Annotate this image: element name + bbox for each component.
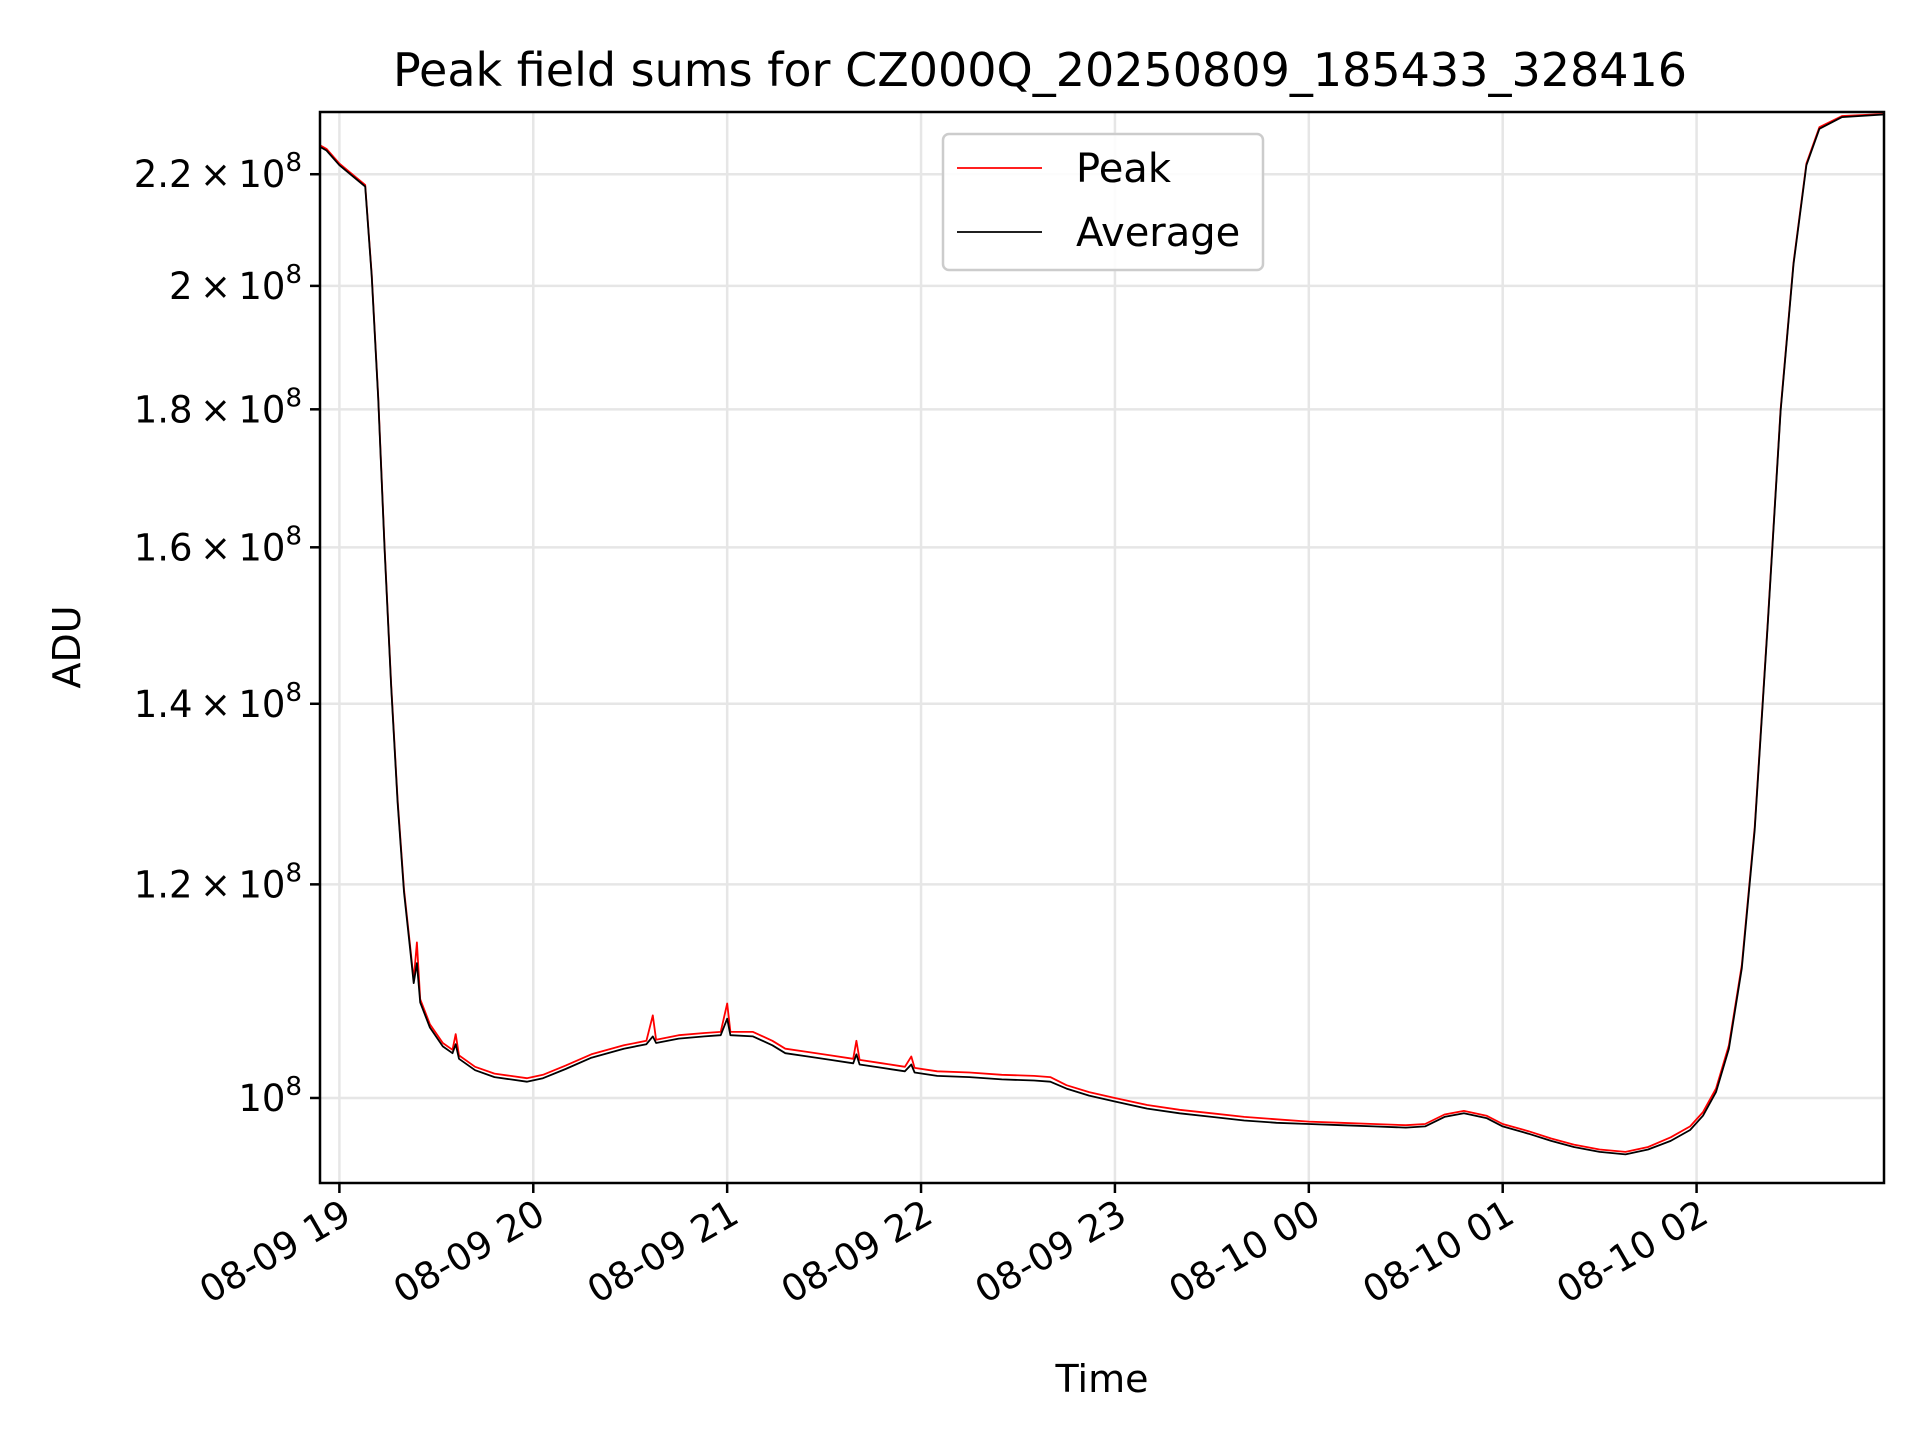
series-group [320,113,1884,1156]
y-axis-label: ADU [45,605,89,688]
legend-average-label: Average [1076,210,1240,256]
y-tick-label: 1.6 × 108 [134,521,302,569]
series-line-average [320,113,1884,1156]
y-tick-label: 2.2 × 108 [134,148,302,196]
chart-title: Peak field sums for CZ000Q_20250809_1854… [393,43,1687,97]
y-tick-label: 1.2 × 108 [134,858,302,906]
plot-area-frame [318,110,1886,1185]
y-tick-label: 1.8 × 108 [134,383,302,431]
y-tick-label: 2 × 108 [169,260,302,308]
legend-peak-label: Peak [1076,146,1172,192]
y-tick-label: 108 [238,1072,302,1120]
y-axis-ticks: 108 1.2 × 108 1.4 × 108 1.6 × 108 1.8 × 108 2… [134,148,320,1120]
legend: Peak Average [941,132,1265,272]
series-line-peak [320,113,1884,1153]
y-tick-label: 1.4 × 108 [134,678,302,726]
x-axis-label: Time [1055,1357,1149,1401]
